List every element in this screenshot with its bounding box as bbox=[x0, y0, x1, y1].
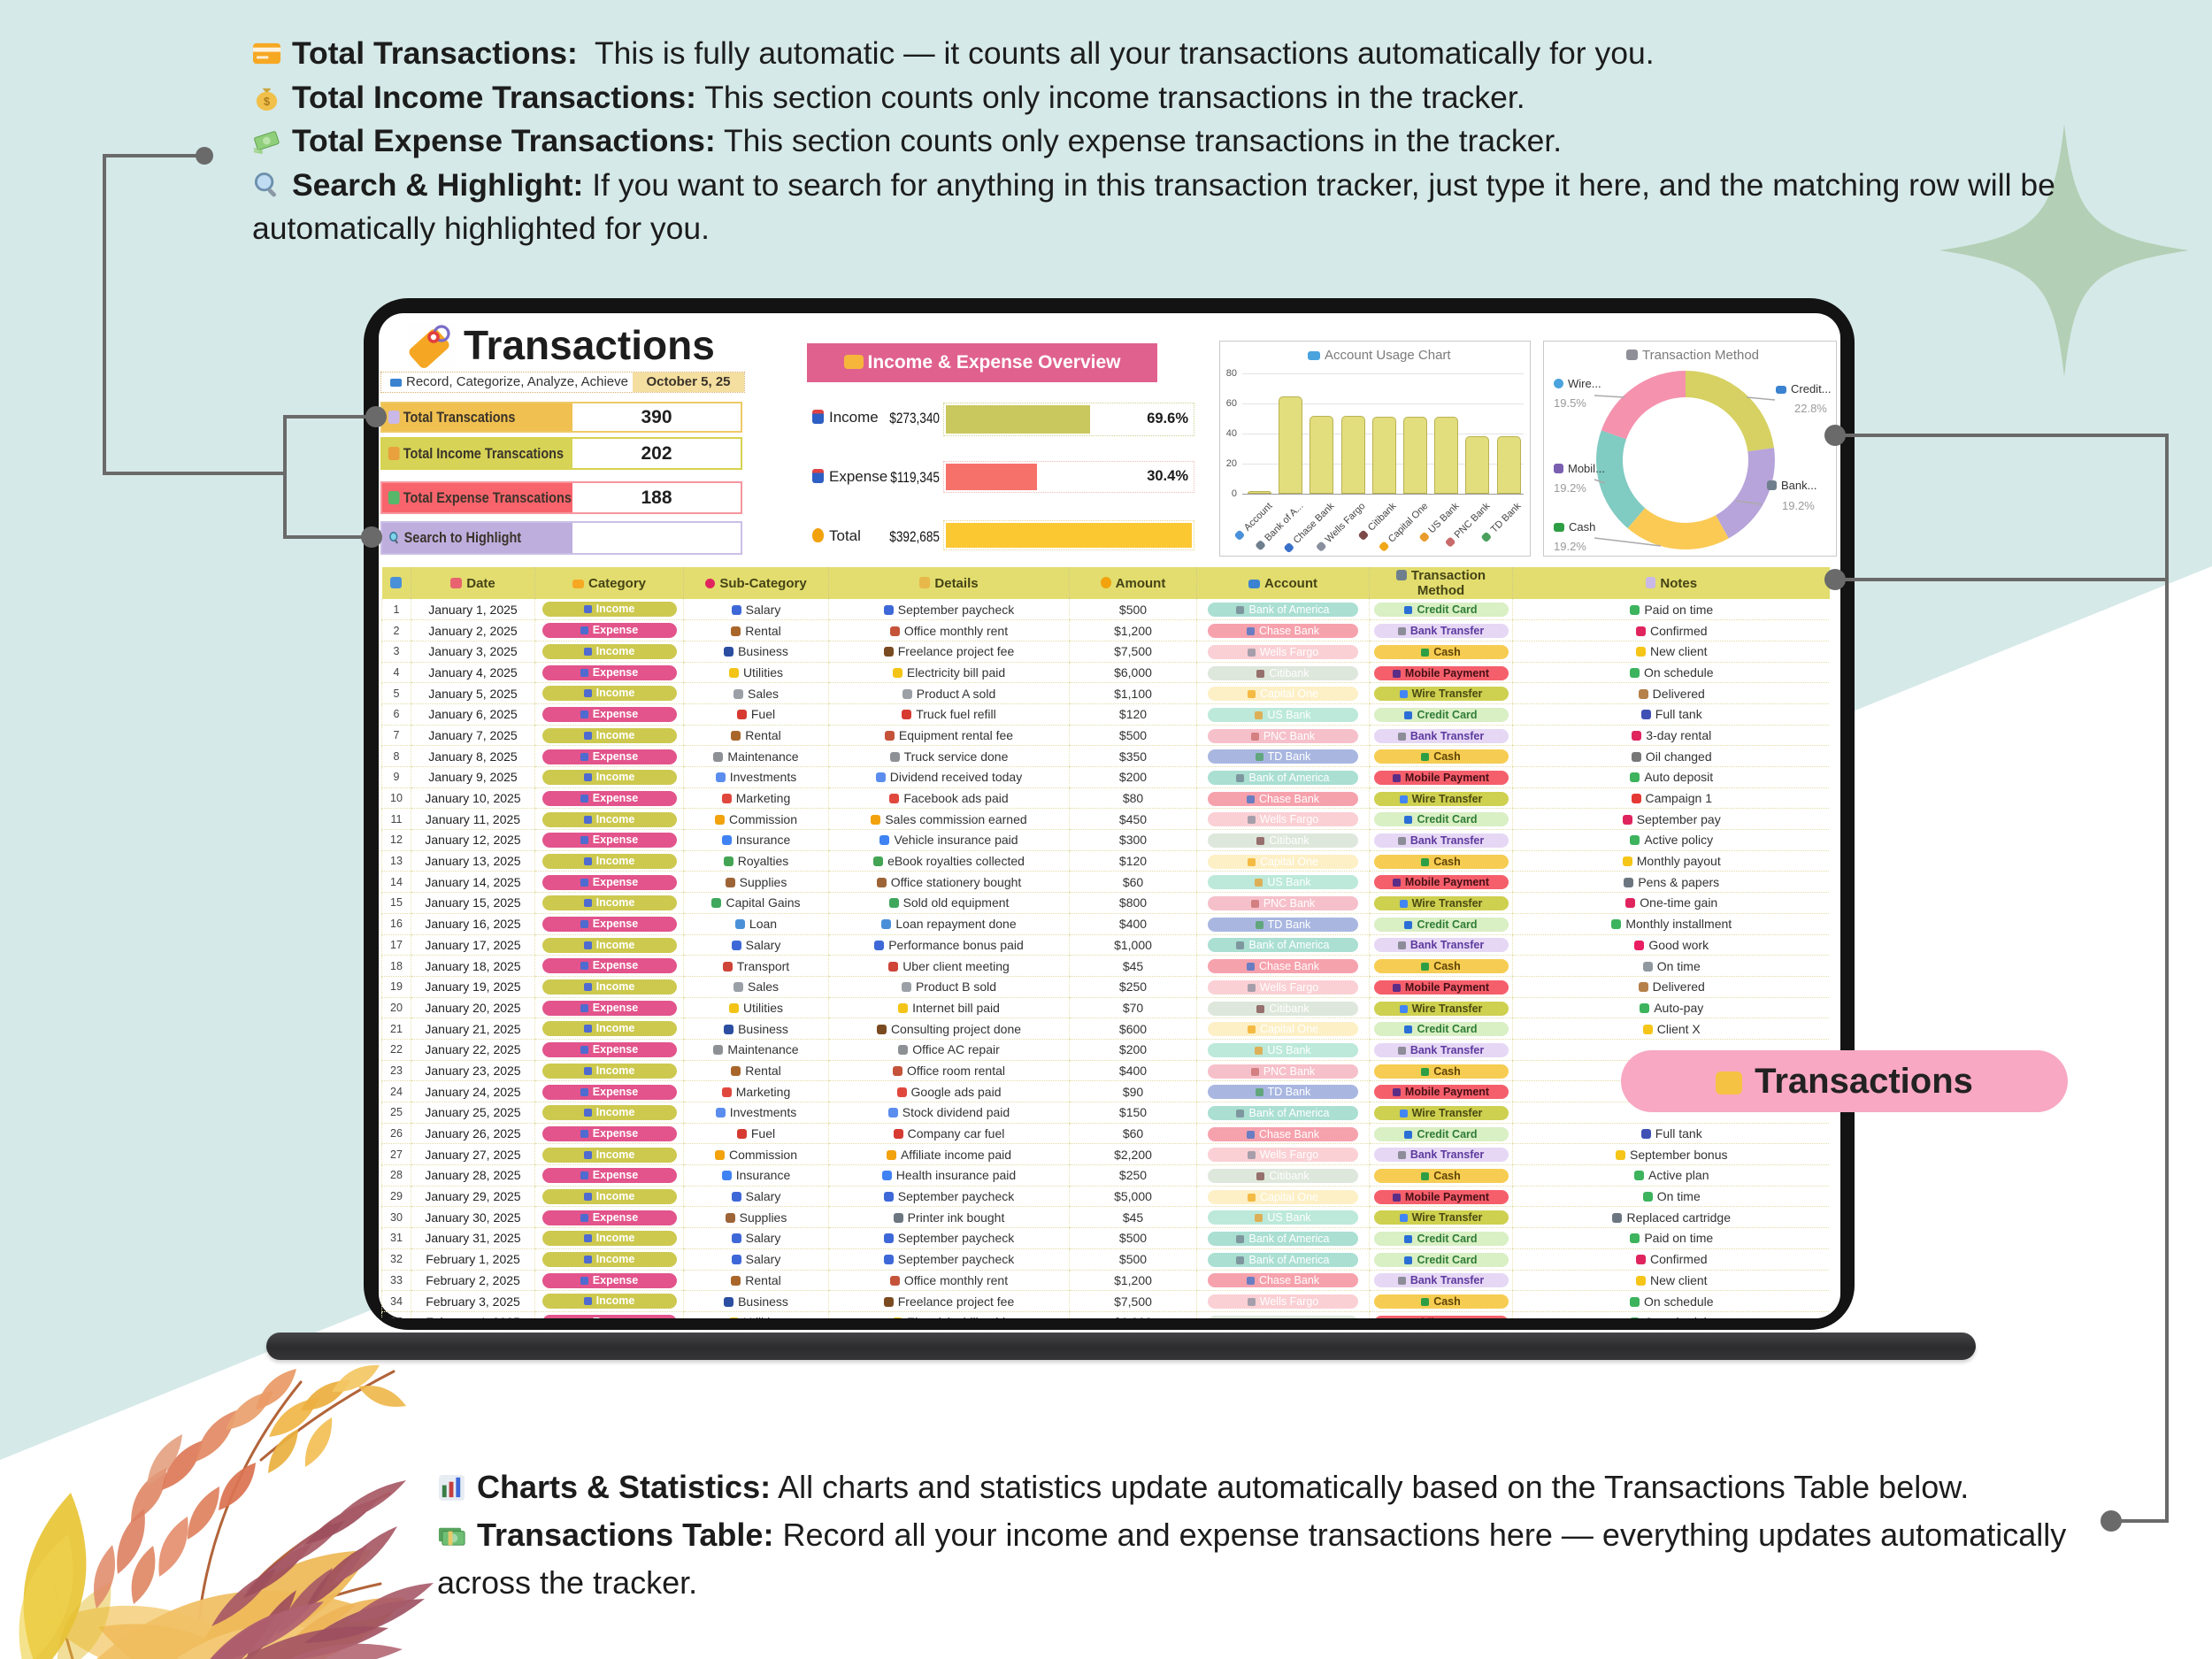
svg-text:$: $ bbox=[264, 96, 270, 108]
